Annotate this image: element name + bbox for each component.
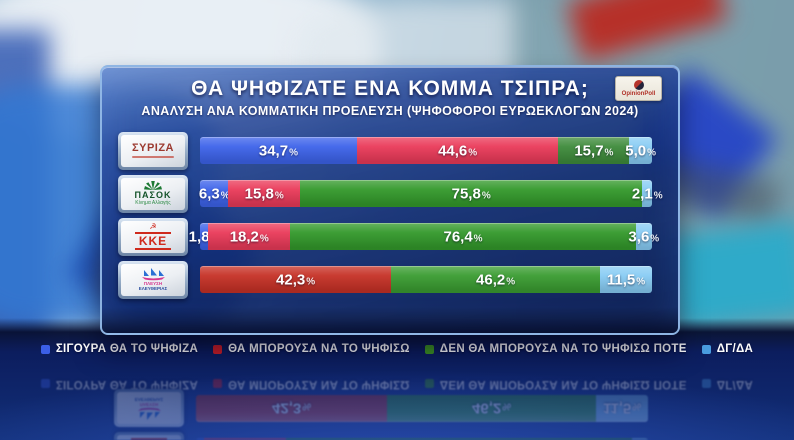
segment-value-label: 44,6% — [438, 142, 478, 159]
bar-segment: 76,4% — [290, 223, 636, 250]
bar-segment: 15,7% — [558, 137, 630, 164]
legend-label: ΔΓ/ΔΑ — [716, 343, 754, 355]
stacked-bar: 1,8% 18,2% 76,4% 3,6% — [189, 223, 659, 250]
segment-value-label: 76,4% — [443, 228, 483, 245]
party-logo-box: ΣΥΡΙΖΑ — [118, 131, 188, 170]
syriza-logo: ΣΥΡΙΖΑ — [121, 134, 185, 167]
segment-value-label: 2,1% — [631, 185, 663, 202]
plefsi-logo-text: ΠΛΕΥΣΗ — [143, 281, 163, 286]
segment-value-label: 75,8% — [451, 185, 491, 202]
syriza-logo-rule — [132, 156, 174, 158]
legend-item: ΘΑ ΜΠΟΡΟΥΣΑ ΝΑ ΤΟ ΨΗΦΙΣΩ — [213, 343, 410, 355]
bar-segment: 34,7% — [200, 137, 357, 164]
plefsi-logo-subtext: ΕΛΕΥΘΕΡΙΑΣ — [138, 285, 168, 291]
legend-row: ΣΙΓΟΥΡΑ ΘΑ ΤΟ ΨΗΦΙΖΑ ΘΑ ΜΠΟΡΟΥΣΑ ΝΑ ΤΟ ΨΗ… — [40, 343, 754, 355]
plefsi-logo: ΠΛΕΥΣΗ ΕΛΕΥΘΕΡΙΑΣ — [121, 263, 185, 296]
bar-segment: 18,2% — [208, 223, 291, 250]
opinionpoll-circle-icon — [633, 80, 644, 90]
pasok-sun-icon — [144, 181, 162, 190]
legend-item: ΔΓ/ΔΑ — [701, 343, 754, 355]
legend-label: ΘΑ ΜΠΟΡΟΥΣΑ ΝΑ ΤΟ ΨΗΦΙΣΩ — [228, 343, 410, 355]
segment-value-label: 18,2% — [229, 228, 269, 245]
bar-segment: 2,1% — [632, 180, 663, 207]
segment-value-label: 42,3% — [276, 271, 316, 288]
chart-rows: ΣΥΡΙΖΑ 34,7% 44,6% 15,7% 5,0% ΠΑΣΟΚ Κίνημα Αλλ… — [118, 129, 663, 301]
legend-item: ΣΙΓΟΥΡΑ ΘΑ ΤΟ ΨΗΦΙΖΑ — [40, 343, 199, 355]
opinionpoll-logo: OpinionPoll — [615, 76, 662, 101]
page-title: ΘΑ ΨΗΦΙΖΑΤΕ ΕΝΑ ΚΟΜΜΑ ΤΣΙΠΡΑ; — [191, 77, 589, 100]
legend: ΣΙΓΟΥΡΑ ΘΑ ΤΟ ΨΗΦΙΖΑ ΘΑ ΜΠΟΡΟΥΣΑ ΝΑ ΤΟ ΨΗ… — [0, 343, 794, 355]
legend-swatch-icon — [701, 344, 711, 354]
bar-segment: 75,8% — [299, 180, 643, 207]
bar-segment: 1,8% — [189, 223, 219, 250]
bar-segment: 3,6% — [628, 223, 659, 250]
stacked-bar: 34,7% 44,6% 15,7% 5,0% — [200, 137, 656, 164]
bar-segment: 6,3% — [198, 180, 230, 207]
stacked-bar: 6,3% 15,8% 75,8% 2,1% — [198, 180, 663, 207]
segment-value-label: 15,8% — [244, 185, 284, 202]
legend-swatch-icon — [213, 344, 223, 354]
segment-value-label: 6,3% — [198, 185, 230, 202]
bar-segment: 5,0% — [625, 137, 656, 164]
sailboat-icon — [142, 268, 165, 281]
segment-value-label: 15,7% — [574, 142, 614, 159]
syriza-logo-text: ΣΥΡΙΖΑ — [132, 142, 174, 154]
bar-segment: 11,5% — [600, 266, 652, 293]
party-row: ΣΥΡΙΖΑ 34,7% 44,6% 15,7% 5,0% — [118, 129, 656, 172]
legend-label: ΔΕΝ ΘΑ ΜΠΟΡΟΥΣΑ ΝΑ ΤΟ ΨΗΦΙΣΩ ΠΟΤΕ — [439, 343, 687, 355]
segment-value-label: 34,7% — [258, 142, 298, 159]
party-logo-box: ΠΑΣΟΚ Κίνημα Αλλαγής — [118, 174, 188, 213]
pasok-logo: ΠΑΣΟΚ Κίνημα Αλλαγής — [121, 177, 185, 210]
legend-item: ΔΕΝ ΘΑ ΜΠΟΡΟΥΣΑ ΝΑ ΤΟ ΨΗΦΙΣΩ ΠΟΤΕ — [424, 343, 687, 355]
legend-swatch-icon — [40, 344, 50, 354]
legend-swatch-icon — [424, 344, 434, 354]
bg-cyan-shape — [662, 219, 794, 332]
segment-value-label: 5,0% — [625, 142, 657, 159]
stacked-bar: 42,3% 46,2% 11,5% — [200, 266, 652, 293]
party-logo-box: ☭ΚΚΕ — [118, 217, 188, 256]
bar-segment: 44,6% — [356, 137, 559, 164]
bar-segment: 15,8% — [228, 180, 300, 207]
pasok-logo-subtext: Κίνημα Αλλαγής — [135, 200, 171, 206]
page-subtitle: ΑΝΑΛΥΣΗ ΑΝΑ ΚΟΜΜΑΤΙΚΗ ΠΡΟΕΛΕΥΣΗ (ΨΗΦΟΦΟΡ… — [141, 104, 639, 118]
party-row: ΠΛΕΥΣΗ ΕΛΕΥΘΕΡΙΑΣ 42,3% 46,2% 11,5% — [118, 258, 652, 301]
party-row: ΠΑΣΟΚ Κίνημα Αλλαγής 6,3% 15,8% 75,8% 2,1% — [118, 172, 663, 215]
segment-value-label: 11,5% — [606, 271, 646, 288]
bar-segment: 46,2% — [391, 266, 600, 293]
segment-value-label: 3,6% — [628, 228, 660, 245]
poll-panel: ΘΑ ΨΗΦΙΖΑΤΕ ΕΝΑ ΚΟΜΜΑ ΤΣΙΠΡΑ; ΑΝΑΛΥΣΗ ΑΝ… — [100, 65, 680, 335]
legend-label: ΣΙΓΟΥΡΑ ΘΑ ΤΟ ΨΗΦΙΖΑ — [55, 343, 199, 355]
pasok-logo-text: ΠΑΣΟΚ — [134, 190, 172, 200]
bottom-band — [0, 318, 794, 440]
segment-value-label: 46,2% — [476, 271, 516, 288]
opinionpoll-logo-text: OpinionPoll — [621, 91, 656, 97]
panel-header: ΘΑ ΨΗΦΙΖΑΤΕ ΕΝΑ ΚΟΜΜΑ ΤΣΙΠΡΑ; ΑΝΑΛΥΣΗ ΑΝ… — [102, 77, 678, 118]
kke-logo: ☭ΚΚΕ — [121, 220, 185, 253]
bar-segment: 42,3% — [200, 266, 392, 293]
party-logo-box: ΠΛΕΥΣΗ ΕΛΕΥΘΕΡΙΑΣ — [118, 260, 188, 299]
kke-logo-text: ΚΚΕ — [134, 232, 172, 250]
hammer-sickle-icon: ☭ — [149, 222, 157, 231]
